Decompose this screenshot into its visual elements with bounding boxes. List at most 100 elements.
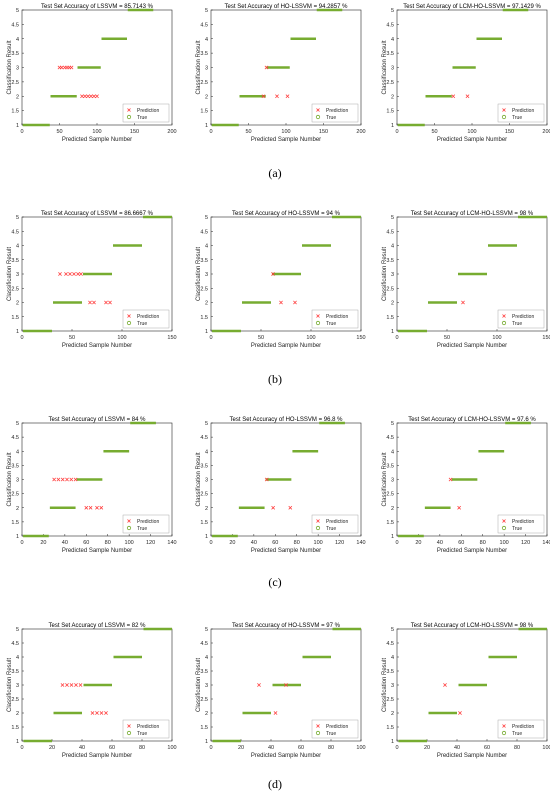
- legend-box: [122, 719, 170, 739]
- legend-true-marker: [315, 730, 321, 736]
- prediction-point: [88, 300, 92, 305]
- x-tick-label: 60: [458, 540, 464, 546]
- prediction-point: [95, 711, 99, 715]
- y-tick-label: 3: [205, 272, 208, 278]
- x-tick-label: 40: [437, 540, 443, 546]
- y-tick-label: 1.5: [200, 315, 208, 321]
- x-tick-label: 200: [356, 129, 365, 135]
- y-tick-label: 2: [205, 94, 208, 100]
- prediction-point: [65, 683, 69, 687]
- y-axis-label: Classification Result: [196, 658, 202, 712]
- y-tick-label: 3: [391, 478, 394, 484]
- x-tick-label: 50: [245, 129, 251, 135]
- x-tick-label: 100: [125, 540, 134, 546]
- prediction-point: [73, 477, 78, 482]
- y-axis-label: Classification Result: [196, 247, 202, 301]
- y-tick-label: 4.5: [11, 229, 19, 235]
- y-tick-label: 4.5: [386, 641, 394, 647]
- chart-title: Test Set Accuracy of LSSVM = 84 %: [49, 417, 147, 423]
- prediction-point: [68, 272, 72, 276]
- y-tick-label: 3.5: [11, 51, 19, 57]
- legend-true-label: True: [326, 526, 336, 532]
- x-tick-label: 100: [492, 335, 501, 341]
- y-tick-label: 4: [16, 449, 19, 455]
- prediction-point: [273, 711, 278, 715]
- legend-prediction-marker: [502, 519, 506, 523]
- legend-prediction-marker: [127, 724, 131, 728]
- legend-true-marker: [315, 320, 321, 326]
- legend-prediction-label: Prediction: [137, 519, 159, 525]
- prediction-point: [86, 94, 90, 99]
- prediction-point: [448, 477, 453, 482]
- y-tick-label: 2.5: [11, 286, 19, 292]
- y-tick-label: 3.5: [386, 669, 394, 675]
- y-tick-label: 1: [205, 534, 208, 540]
- legend-prediction-marker: [316, 314, 320, 318]
- y-tick-label: 1: [205, 329, 208, 335]
- x-tick-label: 40: [251, 540, 257, 546]
- y-tick-label: 3.5: [386, 463, 394, 469]
- legend-true-marker: [501, 320, 507, 326]
- legend-box: [311, 309, 359, 329]
- prediction-point: [284, 683, 288, 687]
- y-tick-label: 1: [391, 123, 394, 129]
- y-tick-label: 3: [391, 66, 394, 72]
- prediction-point: [271, 272, 275, 276]
- y-tick-label: 1.5: [11, 109, 19, 115]
- prediction-point: [285, 94, 290, 99]
- chart-c-1: 1 1.5 2 2.5 3 3.5 4 4.5 5 0 20 40 60 80 100 120 140 Predi…: [7, 417, 177, 554]
- y-tick-label: 3: [16, 683, 19, 689]
- y-tick-label: 3.5: [200, 258, 208, 264]
- x-tick-label: 150: [356, 335, 365, 341]
- legend-prediction-label: Prediction: [137, 724, 159, 730]
- y-tick-label: 5: [16, 421, 19, 427]
- x-tick-label: 100: [306, 335, 315, 341]
- y-tick-label: 5: [16, 627, 19, 633]
- legend-box: [311, 719, 359, 739]
- legend-prediction-marker: [502, 314, 506, 318]
- legend-prediction-marker: [127, 108, 131, 112]
- x-tick-label: 0: [20, 129, 23, 135]
- prediction-point: [465, 94, 470, 99]
- y-tick-label: 5: [205, 421, 208, 427]
- prediction-point: [88, 505, 93, 510]
- y-axis-label: Classification Result: [7, 40, 13, 94]
- x-tick-label: 100: [281, 129, 290, 135]
- legend-prediction-label: Prediction: [512, 519, 534, 525]
- chart-title: Test Set Accuracy of LCM-HO-LSSVM = 97.1…: [403, 4, 541, 10]
- legend-true-marker: [315, 525, 321, 531]
- y-tick-label: 2.5: [386, 492, 394, 498]
- x-tick-label: 80: [139, 745, 145, 751]
- x-tick-label: 0: [20, 540, 23, 546]
- y-tick-label: 1.5: [386, 725, 394, 731]
- y-tick-label: 4.5: [200, 641, 208, 647]
- y-tick-label: 5: [205, 627, 208, 633]
- x-tick-label: 100: [314, 540, 323, 546]
- legend-true-label: True: [137, 321, 147, 327]
- x-tick-label: 80: [514, 745, 520, 751]
- y-tick-label: 1: [16, 123, 19, 129]
- legend-box: [497, 103, 545, 123]
- x-axis-label: Predicted Sample Number: [437, 548, 507, 554]
- y-tick-label: 3: [205, 66, 208, 72]
- y-tick-label: 5: [16, 8, 19, 14]
- y-tick-label: 4.5: [11, 22, 19, 28]
- prediction-point: [257, 683, 261, 687]
- x-tick-label: 200: [167, 129, 176, 135]
- x-tick-label: 200: [542, 129, 550, 135]
- legend-true-label: True: [512, 731, 522, 737]
- y-tick-label: 2: [205, 711, 208, 717]
- prediction-point: [69, 65, 74, 70]
- y-tick-label: 1.5: [11, 315, 19, 321]
- y-axis-label: Classification Result: [7, 658, 13, 712]
- x-axis-label: Predicted Sample Number: [62, 548, 132, 554]
- x-tick-label: 150: [542, 335, 550, 341]
- legend-box: [122, 309, 170, 329]
- legend-prediction-label: Prediction: [512, 314, 534, 320]
- legend-box: [497, 514, 545, 534]
- legend-true-label: True: [512, 321, 522, 327]
- legend-prediction-label: Prediction: [137, 108, 159, 114]
- y-tick-label: 3.5: [200, 669, 208, 675]
